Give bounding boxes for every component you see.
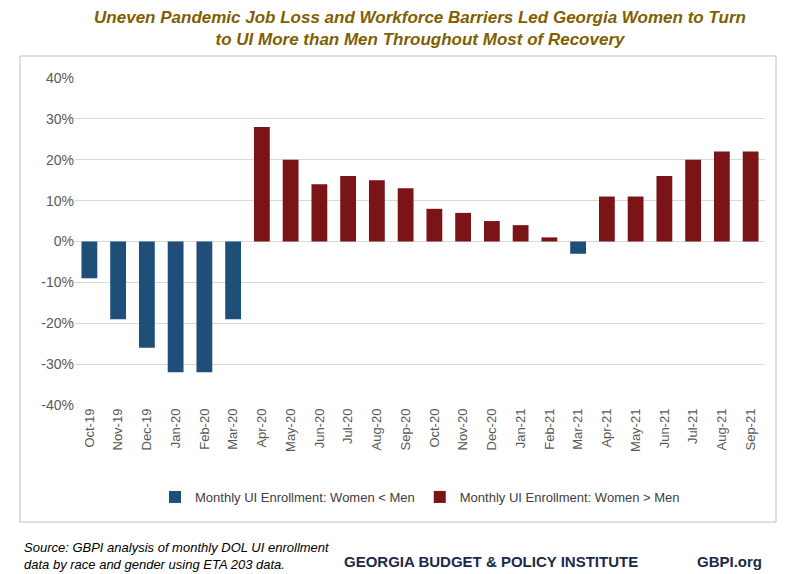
svg-text:May-21: May-21 — [628, 409, 643, 452]
svg-text:-20%: -20% — [41, 315, 74, 331]
svg-text:40%: 40% — [46, 70, 74, 86]
svg-text:-10%: -10% — [41, 274, 74, 290]
svg-text:Oct-19: Oct-19 — [82, 409, 97, 448]
svg-text:Apr-21: Apr-21 — [599, 409, 614, 448]
svg-text:Nov-20: Nov-20 — [455, 409, 470, 451]
svg-text:Monthly UI Enrollment: Women <: Monthly UI Enrollment: Women < Men — [195, 490, 415, 505]
svg-text:20%: 20% — [46, 152, 74, 168]
svg-text:GEORGIA BUDGET & POLICY INSTIT: GEORGIA BUDGET & POLICY INSTITUTE — [344, 553, 638, 570]
svg-text:Mar-21: Mar-21 — [570, 409, 585, 450]
svg-text:10%: 10% — [46, 193, 74, 209]
svg-text:Jul-21: Jul-21 — [685, 409, 700, 444]
svg-text:GBPI.org: GBPI.org — [697, 553, 762, 570]
svg-text:Dec-19: Dec-19 — [139, 409, 154, 451]
svg-text:0%: 0% — [54, 233, 74, 249]
svg-text:May-20: May-20 — [283, 409, 298, 452]
svg-text:Aug-20: Aug-20 — [369, 409, 384, 451]
svg-text:Jun-21: Jun-21 — [657, 409, 672, 449]
svg-text:Uneven Pandemic Job Loss and W: Uneven Pandemic Job Loss and Workforce B… — [94, 8, 746, 49]
svg-text:Monthly UI Enrollment: Women >: Monthly UI Enrollment: Women > Men — [460, 490, 680, 505]
svg-text:Apr-20: Apr-20 — [254, 409, 269, 448]
svg-text:Source: GBPI analysis of month: Source: GBPI analysis of monthly DOL UI … — [24, 540, 330, 572]
svg-text:-40%: -40% — [41, 397, 74, 413]
svg-text:-30%: -30% — [41, 356, 74, 372]
svg-text:Mar-20: Mar-20 — [225, 409, 240, 450]
svg-text:Jan-21: Jan-21 — [513, 409, 528, 449]
svg-text:Aug-21: Aug-21 — [714, 409, 729, 451]
svg-text:Jun-20: Jun-20 — [312, 409, 327, 449]
svg-text:Jul-20: Jul-20 — [340, 409, 355, 444]
svg-text:Oct-20: Oct-20 — [427, 409, 442, 448]
svg-text:Sep-21: Sep-21 — [743, 409, 758, 451]
svg-text:Jan-20: Jan-20 — [168, 409, 183, 449]
svg-text:Sep-20: Sep-20 — [398, 409, 413, 451]
svg-text:Feb-20: Feb-20 — [197, 409, 212, 450]
svg-text:Nov-19: Nov-19 — [110, 409, 125, 451]
svg-text:Feb-21: Feb-21 — [542, 409, 557, 450]
svg-text:30%: 30% — [46, 111, 74, 127]
svg-text:Dec-20: Dec-20 — [484, 409, 499, 451]
